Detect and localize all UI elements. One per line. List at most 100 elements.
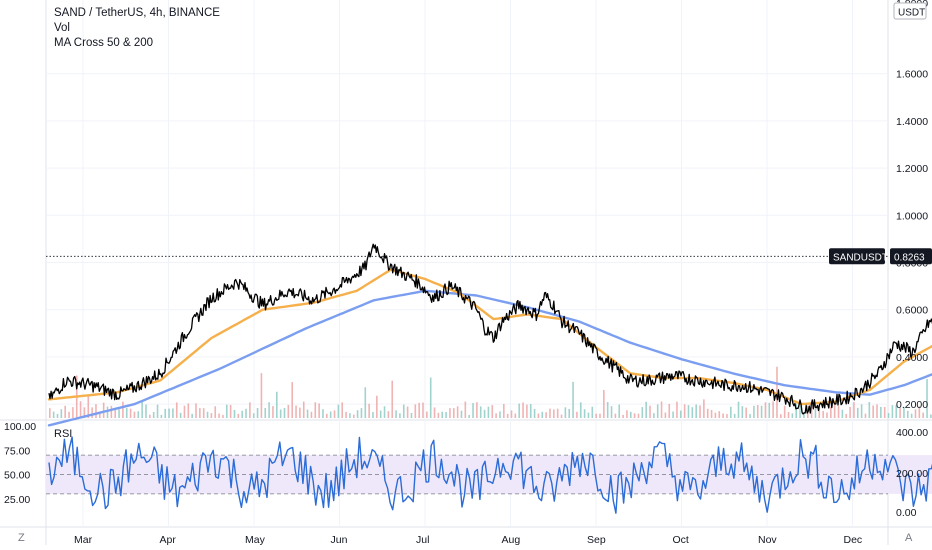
- volume-bar: [110, 405, 113, 418]
- volume-bar: [526, 404, 528, 418]
- volume-bar: [199, 408, 201, 418]
- y-tick-label: 1.2000: [896, 163, 928, 175]
- volume-bar: [587, 412, 590, 418]
- volume-bar: [160, 414, 163, 418]
- volume-bar: [387, 411, 390, 418]
- zoom-icon[interactable]: Z: [18, 532, 25, 544]
- volume-bar: [133, 411, 136, 418]
- volume-bar: [422, 402, 424, 418]
- ma-cross-label[interactable]: MA Cross 50 & 200: [54, 37, 154, 49]
- vol-label[interactable]: Vol: [54, 22, 70, 34]
- volume-bar: [87, 394, 90, 418]
- volume-bar: [122, 401, 124, 418]
- y-tick-label: 0.4000: [896, 352, 928, 364]
- volume-bar: [626, 410, 628, 418]
- volume-bar: [676, 401, 678, 418]
- volume-bar: [337, 404, 340, 418]
- y-tick-label: 1.6000: [896, 69, 928, 81]
- volume-bar: [406, 406, 409, 418]
- volume-bar: [780, 414, 782, 418]
- volume-bar: [860, 404, 863, 418]
- volume-bar: [606, 402, 609, 418]
- volume-bar: [291, 382, 293, 418]
- volume-bar: [429, 377, 432, 418]
- y-tick-label: 0.2000: [896, 399, 928, 411]
- x-tick-label: Jun: [331, 534, 348, 546]
- volume-bar: [722, 413, 724, 418]
- volume-bar: [225, 404, 228, 418]
- volume-bar: [922, 412, 924, 418]
- volume-bar: [837, 405, 840, 418]
- volume-bar: [102, 402, 105, 418]
- series-layer: [46, 243, 932, 427]
- volume-bar: [730, 406, 732, 418]
- volume-bar: [726, 414, 728, 418]
- volume-bar: [372, 412, 374, 418]
- volume-bar: [318, 403, 320, 418]
- volume-bar: [641, 407, 644, 418]
- volume-bar: [164, 408, 167, 418]
- rsi-right-tick: 0.00: [896, 507, 917, 519]
- volume-bar: [830, 406, 832, 418]
- y-tick-label: 1.4000: [896, 116, 928, 128]
- volume-bars: [49, 366, 932, 418]
- volume-bar: [299, 407, 301, 418]
- volume-bar: [549, 408, 551, 418]
- volume-bar: [249, 402, 251, 418]
- volume-bar: [710, 409, 713, 418]
- volume-bar: [314, 402, 317, 418]
- volume-bar: [926, 379, 928, 418]
- auto-scale-icon[interactable]: A: [905, 532, 913, 544]
- volume-bar: [529, 404, 532, 418]
- x-tick-label: Mar: [74, 534, 93, 546]
- volume-bar: [152, 411, 155, 418]
- price-line: [48, 243, 932, 415]
- volume-bar: [68, 411, 70, 418]
- volume-bar: [256, 408, 259, 418]
- rsi-left-tick: 100.00: [4, 421, 36, 433]
- volume-bar: [345, 411, 347, 418]
- volume-bar: [914, 409, 917, 418]
- volume-bar: [695, 404, 697, 418]
- volume-bar: [699, 405, 701, 418]
- volume-bar: [83, 407, 86, 418]
- volume-bar: [760, 405, 763, 418]
- last-price-badge: [890, 248, 932, 265]
- volume-bar: [833, 401, 836, 418]
- volume-bar: [56, 413, 59, 418]
- ma-slow-line: [47, 289, 932, 427]
- volume-bar: [283, 407, 286, 418]
- volume-bar: [664, 412, 667, 418]
- ma-fast-line: [47, 268, 932, 406]
- volume-bar: [172, 408, 174, 418]
- volume-bar: [229, 404, 232, 418]
- volume-bar: [803, 412, 805, 418]
- y-tick-label: 1.0000: [896, 210, 928, 222]
- volume-bar: [541, 411, 544, 418]
- symbol-title[interactable]: SAND / TetherUS, 4h, BINANCE: [54, 7, 220, 19]
- y-tick-label: 0.6000: [896, 305, 928, 317]
- volume-bar: [237, 413, 240, 418]
- volume-bar: [379, 410, 382, 418]
- volume-bar: [910, 413, 913, 418]
- volume-bar: [433, 407, 436, 418]
- x-tick-label: Oct: [673, 534, 689, 546]
- volume-bar: [206, 411, 209, 418]
- volume-bar: [499, 411, 501, 418]
- chart-legend: SAND / TetherUS, 4h, BINANCE Vol MA Cros…: [54, 6, 220, 51]
- volume-bar: [903, 407, 905, 418]
- volume-bar: [637, 413, 640, 418]
- volume-bar: [895, 405, 898, 418]
- volume-bar: [849, 406, 851, 418]
- volume-bar: [714, 412, 717, 418]
- volume-bar: [918, 406, 921, 418]
- volume-bar: [364, 387, 367, 418]
- volume-bar: [295, 405, 297, 418]
- volume-bar: [125, 408, 128, 418]
- volume-bar: [503, 404, 505, 418]
- rsi-label[interactable]: RSI: [54, 428, 73, 440]
- volume-bar: [141, 401, 143, 418]
- volume-bar: [660, 401, 663, 418]
- volume-bar: [449, 408, 451, 418]
